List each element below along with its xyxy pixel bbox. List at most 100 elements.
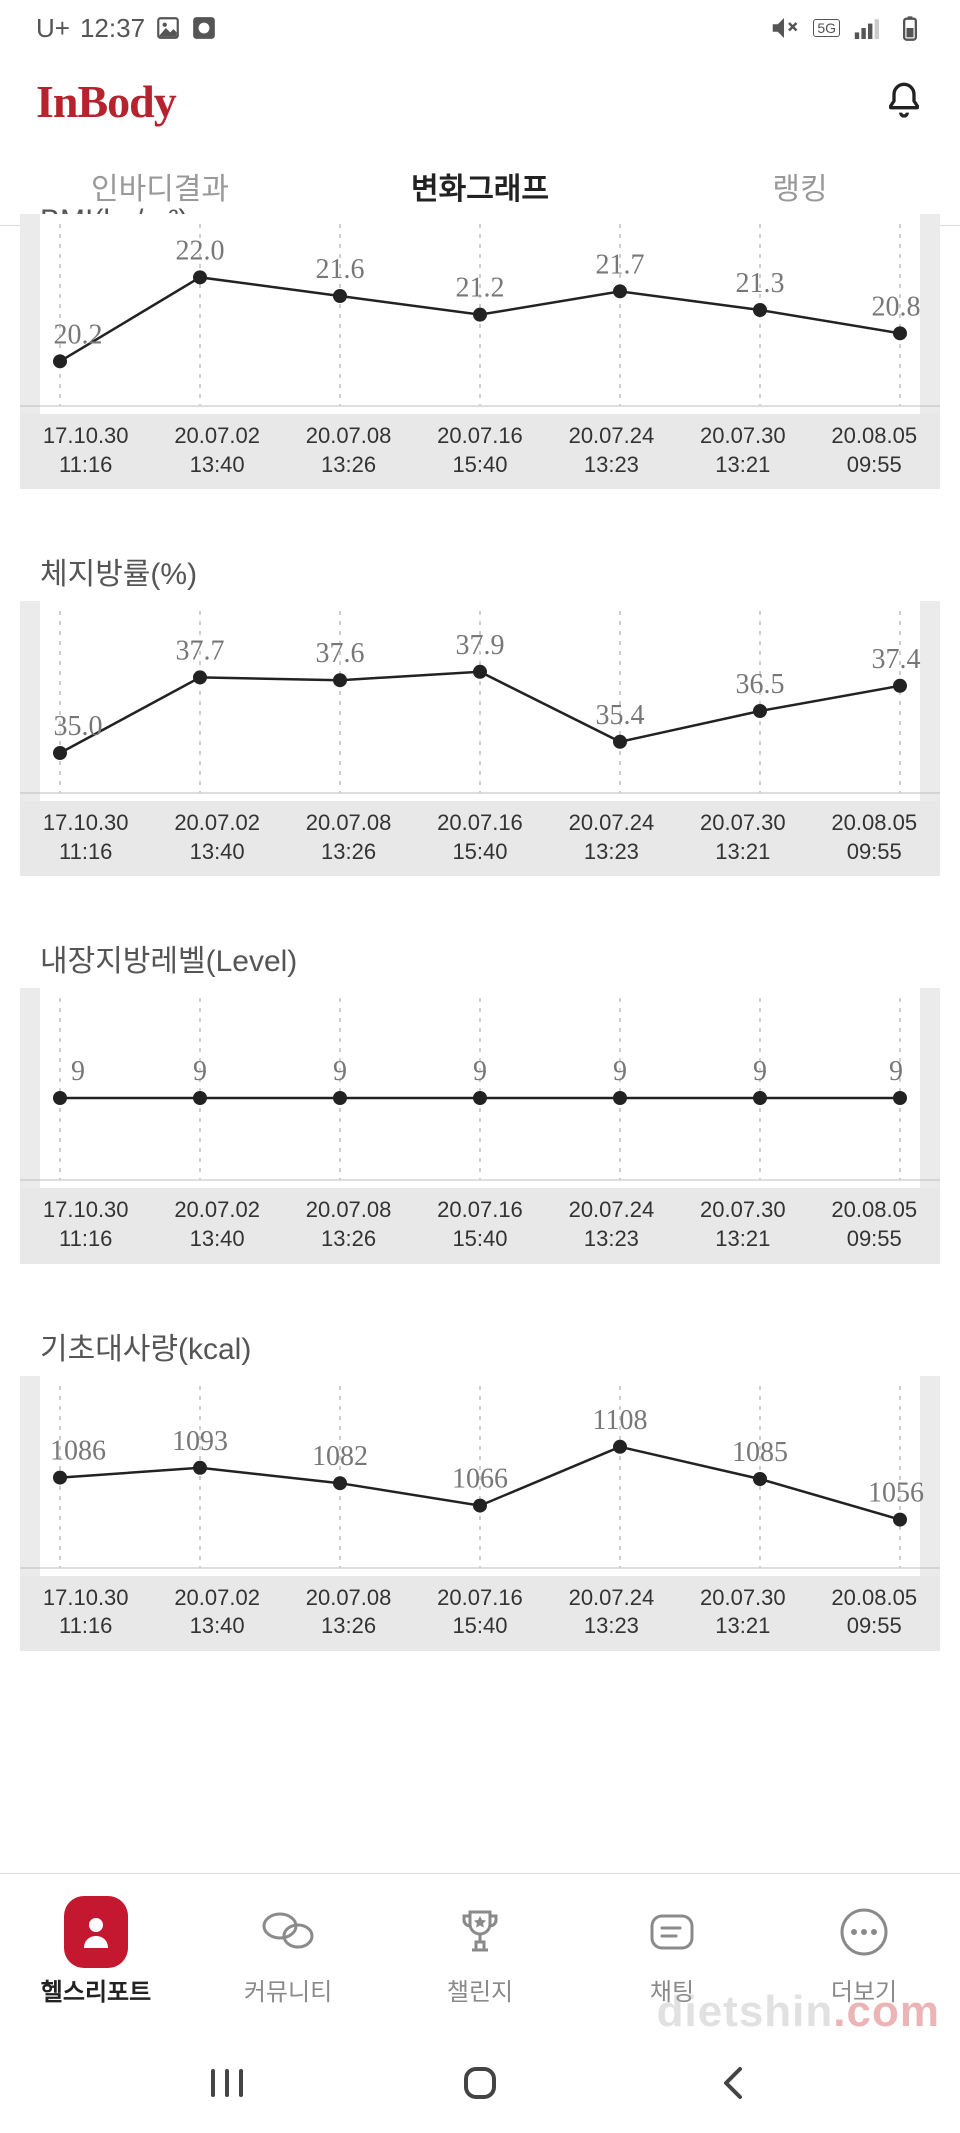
x-tick: 20.07.1615:40 xyxy=(414,1188,545,1263)
system-nav-bar xyxy=(0,2033,960,2133)
svg-text:36.5: 36.5 xyxy=(736,669,785,700)
svg-text:9: 9 xyxy=(753,1056,767,1087)
x-tick: 20.07.1615:40 xyxy=(414,801,545,876)
svg-text:9: 9 xyxy=(613,1056,627,1087)
svg-text:9: 9 xyxy=(333,1056,347,1087)
svg-text:1108: 1108 xyxy=(593,1404,648,1435)
svg-text:22.0: 22.0 xyxy=(176,235,225,266)
svg-text:1082: 1082 xyxy=(312,1441,368,1472)
svg-text:9: 9 xyxy=(473,1056,487,1087)
battery-icon xyxy=(896,14,924,42)
app-logo: InBody xyxy=(36,75,176,128)
x-axis-bodyfat: 17.10.3011:1620.07.0213:4020.07.0813:262… xyxy=(20,801,940,876)
chart-area-visceral: 9 9 9 9 9 9 9 xyxy=(20,988,940,1188)
svg-text:9: 9 xyxy=(193,1056,207,1087)
chart-bodyfat: 체지방률(%) 35.0 37.7 37.6 37.9 35.4 36.5 37.4 17.10… xyxy=(0,529,960,876)
svg-text:21.2: 21.2 xyxy=(456,273,505,304)
x-tick: 20.07.0213:40 xyxy=(151,414,282,489)
back-button[interactable] xyxy=(703,2053,763,2113)
chart-bmi: BMI(kg/m²)20.222.021.621.221.721.320.817… xyxy=(0,204,960,489)
x-tick: 20.07.1615:40 xyxy=(414,1576,545,1651)
x-axis-bmr: 17.10.3011:1620.07.0213:4020.07.0813:262… xyxy=(20,1576,940,1651)
chart-title-bmr: 기초대사량(kcal) xyxy=(0,1304,960,1376)
x-tick: 20.07.1615:40 xyxy=(414,414,545,489)
svg-text:21.6: 21.6 xyxy=(316,254,365,285)
svg-text:35.0: 35.0 xyxy=(54,711,103,742)
svg-text:35.4: 35.4 xyxy=(596,700,645,731)
status-bar: U+ 12:37 5G xyxy=(0,0,960,56)
x-axis-bmi: 17.10.3011:1620.07.0213:4020.07.0813:262… xyxy=(20,414,940,489)
nav-community[interactable]: 커뮤니티 xyxy=(192,1874,384,2033)
x-tick: 20.07.0813:26 xyxy=(283,801,414,876)
x-tick: 20.07.3013:21 xyxy=(677,414,808,489)
chart-bmr: 기초대사량(kcal)10861093108210661108108510561… xyxy=(0,1304,960,1651)
x-tick: 20.07.0213:40 xyxy=(151,1188,282,1263)
more-icon xyxy=(832,1900,896,1964)
svg-text:37.6: 37.6 xyxy=(316,638,365,669)
chart-area-bmi: 20.222.021.621.221.721.320.8 xyxy=(20,214,940,414)
x-tick: 20.07.2413:23 xyxy=(546,414,677,489)
svg-text:1093: 1093 xyxy=(172,1425,228,1456)
x-tick: 20.08.0509:55 xyxy=(809,414,940,489)
x-tick: 17.10.3011:16 xyxy=(20,1576,151,1651)
status-right: 5G xyxy=(769,13,924,43)
x-axis-visceral: 17.10.3011:1620.07.0213:4020.07.0813:262… xyxy=(20,1188,940,1263)
svg-text:21.3: 21.3 xyxy=(736,268,785,299)
x-tick: 20.08.0509:55 xyxy=(809,801,940,876)
chart-area-bodyfat: 35.0 37.7 37.6 37.9 35.4 36.5 37.4 xyxy=(20,601,940,801)
challenge-icon xyxy=(448,1900,512,1964)
x-tick: 20.08.0509:55 xyxy=(809,1576,940,1651)
svg-text:37.7: 37.7 xyxy=(176,636,225,667)
chart-area-bmr: 1086 1093 1082 1066 1108 1085 1056 xyxy=(20,1376,940,1576)
x-tick: 20.07.0813:26 xyxy=(283,414,414,489)
svg-text:9: 9 xyxy=(71,1056,85,1087)
svg-text:20.8: 20.8 xyxy=(872,291,921,322)
recent-apps-button[interactable] xyxy=(197,2053,257,2113)
camera-icon xyxy=(191,15,217,41)
nav-label: 커뮤니티 xyxy=(244,1972,332,2007)
app-header: InBody xyxy=(0,56,960,146)
svg-text:37.9: 37.9 xyxy=(456,630,505,661)
status-left: U+ 12:37 xyxy=(36,13,217,44)
svg-text:9: 9 xyxy=(889,1056,903,1087)
x-tick: 20.07.0213:40 xyxy=(151,1576,282,1651)
nav-label: 헬스리포트 xyxy=(41,1972,151,2007)
signal-icon xyxy=(854,17,882,39)
x-tick: 20.07.0813:26 xyxy=(283,1188,414,1263)
notifications-button[interactable] xyxy=(884,81,924,121)
x-tick: 20.07.2413:23 xyxy=(546,801,677,876)
svg-text:37.4: 37.4 xyxy=(872,644,921,675)
watermark: dietshin.com xyxy=(657,1987,940,2037)
image-icon xyxy=(155,15,181,41)
x-tick: 20.07.3013:21 xyxy=(677,1576,808,1651)
chart-visceral: 내장지방레벨(Level)999999917.10.3011:1620.07.0… xyxy=(0,916,960,1263)
home-button[interactable] xyxy=(450,2053,510,2113)
carrier-label: U+ xyxy=(36,13,70,44)
chart-title-bodyfat: 체지방률(%) xyxy=(0,529,960,601)
network-badge: 5G xyxy=(813,19,840,37)
x-tick: 20.07.0213:40 xyxy=(151,801,282,876)
nav-label: 챌린지 xyxy=(447,1972,513,2007)
x-tick: 17.10.3011:16 xyxy=(20,1188,151,1263)
nav-challenge[interactable]: 챌린지 xyxy=(384,1874,576,2033)
mute-icon xyxy=(769,13,799,43)
x-tick: 20.07.0813:26 xyxy=(283,1576,414,1651)
svg-text:21.7: 21.7 xyxy=(596,249,645,280)
clock: 12:37 xyxy=(80,13,145,44)
svg-text:1085: 1085 xyxy=(732,1437,788,1468)
svg-text:1086: 1086 xyxy=(50,1435,106,1466)
svg-text:1066: 1066 xyxy=(452,1463,508,1494)
x-tick: 17.10.3011:16 xyxy=(20,801,151,876)
charts-content[interactable]: BMI(kg/m²)20.222.021.621.221.721.320.817… xyxy=(0,204,960,1651)
x-tick: 20.07.3013:21 xyxy=(677,1188,808,1263)
chat-icon xyxy=(640,1900,704,1964)
x-tick: 20.08.0509:55 xyxy=(809,1188,940,1263)
x-tick: 20.07.2413:23 xyxy=(546,1576,677,1651)
svg-text:1056: 1056 xyxy=(868,1477,924,1508)
x-tick: 17.10.3011:16 xyxy=(20,414,151,489)
chart-title-visceral: 내장지방레벨(Level) xyxy=(0,916,960,988)
x-tick: 20.07.2413:23 xyxy=(546,1188,677,1263)
x-tick: 20.07.3013:21 xyxy=(677,801,808,876)
nav-health-report[interactable]: 헬스리포트 xyxy=(0,1874,192,2033)
health-report-icon xyxy=(64,1900,128,1964)
